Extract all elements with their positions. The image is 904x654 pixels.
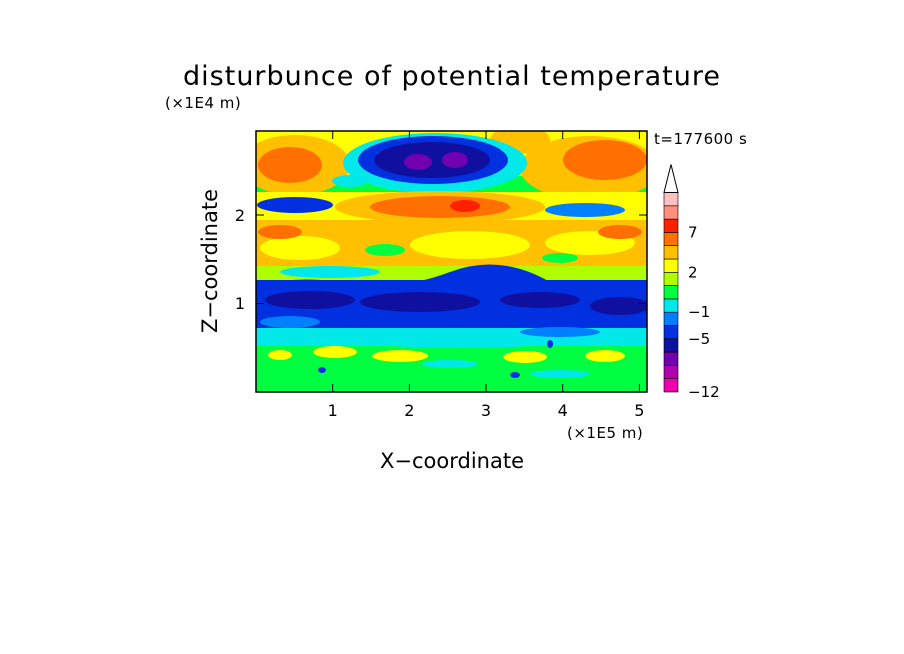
blue-speck-2 — [510, 372, 520, 378]
colorbar-segment — [663, 298, 679, 313]
cold-band-top-edge — [256, 264, 647, 297]
yellow-lower-5 — [585, 350, 625, 362]
warm-core-right — [563, 140, 647, 180]
plot-area — [256, 131, 647, 392]
colorbar-segment — [663, 325, 679, 340]
colorbar-tick-label: −1 — [688, 303, 710, 321]
yellow-patch-2 — [410, 231, 530, 259]
cold-band-dark-1 — [265, 291, 355, 309]
blue-speck-3 — [547, 340, 553, 348]
cyan-transition — [280, 266, 380, 278]
colorbar-segment — [663, 205, 679, 220]
colorbar-segment — [663, 351, 679, 366]
cold-band-dark-2 — [360, 292, 480, 312]
colorbar-segment — [663, 311, 679, 326]
y-tick-2: 2 — [235, 206, 245, 225]
band-bottom — [256, 380, 647, 392]
yellow-lower-4 — [503, 351, 547, 363]
colorbar-segment — [663, 338, 679, 353]
cyan-lower-2 — [422, 360, 478, 368]
cold-core-2 — [442, 152, 468, 168]
colorbar-extend-arrow — [663, 164, 679, 193]
colorbar-segment — [663, 365, 679, 379]
cold-core-1 — [404, 154, 432, 170]
colorbar-segment — [663, 245, 679, 260]
x-unit-label: (×1E5 m) — [567, 424, 643, 442]
orange-patch-1 — [258, 225, 302, 239]
colorbar-segment — [663, 218, 679, 233]
cyan-lower-1 — [350, 328, 570, 348]
colorbar-segment — [663, 192, 679, 207]
cold-cell-inner — [374, 142, 490, 178]
x-tick-1: 1 — [328, 401, 338, 420]
green-patch-1 — [365, 244, 405, 256]
x-tick-5: 5 — [634, 401, 644, 420]
x-axis: 1 2 3 4 5 — [328, 131, 644, 420]
blue-speck-1 — [318, 367, 326, 373]
cyan-lower-3 — [530, 370, 590, 378]
yellow-lower-1 — [268, 350, 292, 360]
x-tick-3: 3 — [481, 401, 491, 420]
colorbar-segment — [663, 258, 679, 273]
y-tick-1: 1 — [235, 294, 245, 313]
colorbar: −12−5−127 — [663, 164, 720, 401]
yellow-lower-2 — [313, 346, 357, 358]
cold-strip-left — [257, 197, 333, 213]
cold-band-dark-3 — [500, 292, 580, 308]
orange-patch-2 — [598, 225, 642, 239]
y-axis: 1 2 — [235, 206, 647, 313]
x-tick-4: 4 — [558, 401, 568, 420]
colorbar-tick-label: 2 — [688, 263, 698, 281]
colorbar-tick-label: −5 — [688, 330, 710, 348]
cold-band-dark-4 — [590, 297, 647, 315]
warm-upper-center-peak — [450, 200, 480, 212]
colorbar-segment — [663, 271, 679, 286]
y-axis-label: Z−coordinate — [198, 189, 222, 333]
cold-strip-right — [545, 203, 625, 217]
colorbar-segment — [663, 378, 679, 393]
colorbar-tick-label: −12 — [688, 383, 720, 401]
time-label: t=177600 s — [654, 130, 747, 148]
plot-frame — [255, 130, 648, 393]
x-axis-label: X−coordinate — [380, 449, 524, 473]
green-patch-2 — [542, 253, 578, 263]
warm-upper-center-core — [370, 196, 510, 218]
y-unit-label: (×1E4 m) — [165, 94, 241, 112]
x-tick-2: 2 — [404, 401, 414, 420]
yellow-patch-1 — [260, 236, 340, 260]
colorbar-segment — [663, 232, 679, 246]
blue-lower-1 — [520, 327, 600, 337]
cyan-ring-left — [332, 175, 368, 187]
colorbar-tick-label: 7 — [688, 223, 698, 241]
colorbar-segment — [663, 285, 679, 300]
chart-title: disturbunce of potential temperature — [183, 61, 721, 92]
cold-band-light — [260, 316, 320, 328]
warm-core-left — [258, 147, 322, 183]
yellow-lower-3 — [372, 350, 428, 362]
